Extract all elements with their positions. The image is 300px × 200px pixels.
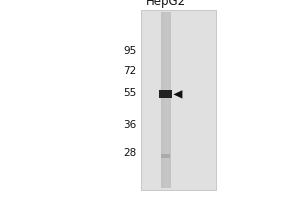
Bar [170, 12, 171, 188]
Text: HepG2: HepG2 [146, 0, 186, 8]
Bar [167, 12, 168, 188]
Bar [165, 12, 166, 188]
Text: 36: 36 [123, 120, 136, 130]
Text: 72: 72 [123, 66, 136, 76]
Polygon shape [173, 90, 182, 99]
Bar [164, 12, 165, 188]
Bar [166, 12, 167, 188]
Bar [163, 12, 164, 188]
Bar [160, 12, 161, 188]
Text: 95: 95 [123, 46, 136, 56]
Bar [161, 12, 163, 188]
Bar [161, 154, 170, 158]
Bar [160, 12, 171, 188]
Bar [159, 90, 172, 98]
Bar [169, 12, 170, 188]
Text: 28: 28 [123, 148, 136, 158]
Bar [168, 12, 169, 188]
Bar [141, 10, 216, 190]
Text: 55: 55 [123, 88, 136, 98]
